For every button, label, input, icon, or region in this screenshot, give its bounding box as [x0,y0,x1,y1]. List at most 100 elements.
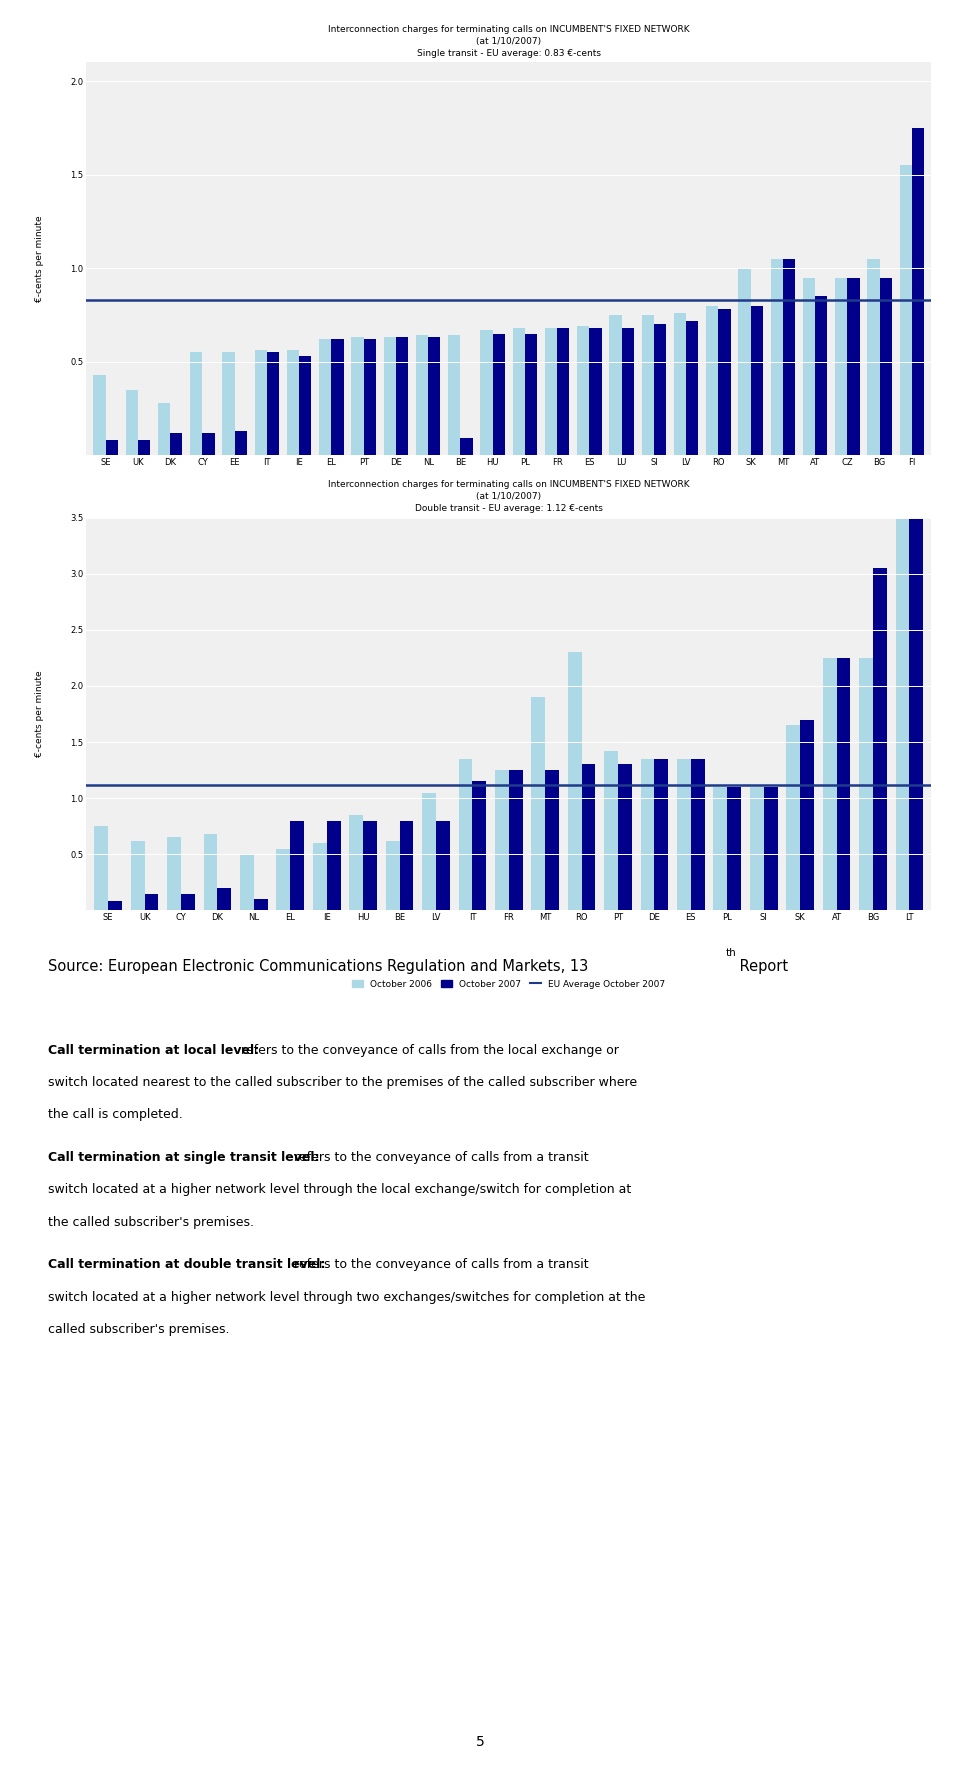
Bar [422,793,436,910]
Bar [480,330,492,455]
Bar [384,337,396,455]
Bar [900,166,912,455]
Bar [738,268,751,455]
Bar [909,518,924,910]
Bar [786,725,800,910]
Bar [823,659,836,910]
Bar [654,325,666,455]
Bar [416,336,428,455]
Y-axis label: €-cents per minute: €-cents per minute [36,216,44,302]
Text: switch located at a higher network level through the local exchange/switch for c: switch located at a higher network level… [48,1183,632,1196]
Bar [622,328,634,455]
Bar [386,841,399,910]
Bar [235,430,247,455]
Bar [287,350,300,455]
Bar [181,894,195,910]
Bar [495,769,509,910]
Bar [718,309,731,455]
Bar [545,769,559,910]
Bar [326,821,341,910]
Text: Call termination at single transit level:: Call termination at single transit level… [48,1151,320,1164]
Bar [492,334,505,455]
Bar [589,328,602,455]
Bar [655,759,668,910]
Bar [640,759,655,910]
Bar [848,277,859,455]
Bar [436,821,450,910]
Bar [912,129,924,455]
Text: 5: 5 [475,1735,485,1749]
Bar [363,821,377,910]
Bar [126,389,138,455]
Bar [349,816,363,910]
Bar [815,296,828,455]
Text: Call termination at double transit level:: Call termination at double transit level… [48,1258,325,1271]
Text: Source: European Electronic Communications Regulation and Markets, 13: Source: European Electronic Communicatio… [48,959,588,973]
Bar [93,375,106,455]
Bar [145,894,158,910]
Bar [750,787,764,910]
Bar [94,826,108,910]
Bar [803,277,815,455]
Bar [557,328,569,455]
Bar [618,764,632,910]
Bar [290,821,304,910]
Bar [448,336,461,455]
Text: switch located at a higher network level through two exchanges/switches for comp: switch located at a higher network level… [48,1291,645,1303]
Bar [254,350,267,455]
Bar [138,441,151,455]
Bar [677,759,691,910]
Bar [396,337,408,455]
Bar [867,259,879,455]
Text: the call is completed.: the call is completed. [48,1108,182,1121]
Bar [428,337,441,455]
Bar [364,339,376,455]
Bar [170,432,182,455]
Bar [686,321,698,455]
Bar [513,328,525,455]
Bar [713,787,728,910]
Bar [203,432,215,455]
Bar [751,305,763,455]
Bar [267,352,279,455]
Bar [106,441,118,455]
Bar [167,837,181,910]
Bar [545,328,557,455]
Bar [320,339,331,455]
Legend: October 2006, October 2007, EU Average October 2007: October 2006, October 2007, EU Average O… [348,976,669,992]
Text: switch located nearest to the called subscriber to the premises of the called su: switch located nearest to the called sub… [48,1076,637,1089]
Text: refers to the conveyance of calls from a transit: refers to the conveyance of calls from a… [290,1151,588,1164]
Legend: October 2006, October 2007, EU Average October 2007: October 2006, October 2007, EU Average O… [348,521,669,537]
Text: th: th [726,948,736,959]
Bar [351,337,364,455]
Text: Call termination at local level:: Call termination at local level: [48,1044,259,1057]
Bar [873,568,887,910]
Bar [525,334,538,455]
Bar [641,314,654,455]
Bar [276,848,290,910]
Bar [218,887,231,910]
Title: Interconnection charges for terminating calls on INCUMBENT'S FIXED NETWORK
(at 1: Interconnection charges for terminating … [328,25,689,57]
Bar [253,900,268,910]
Bar [204,834,218,910]
Bar [472,782,486,910]
Bar [728,787,741,910]
Bar [190,352,203,455]
Bar [300,355,311,455]
Bar [532,698,545,910]
Bar [691,759,705,910]
Title: Interconnection charges for terminating calls on INCUMBENT'S FIXED NETWORK
(at 1: Interconnection charges for terminating … [328,480,689,512]
Text: refers to the conveyance of calls from a transit: refers to the conveyance of calls from a… [290,1258,588,1271]
Bar [331,339,344,455]
Bar [764,787,778,910]
Bar [879,277,892,455]
Text: the called subscriber's premises.: the called subscriber's premises. [48,1216,254,1228]
Bar [771,259,782,455]
Bar [158,403,170,455]
Bar [313,843,326,910]
Bar [835,277,848,455]
Bar [577,327,589,455]
Bar [604,751,618,910]
Bar [800,719,814,910]
Bar [108,901,122,910]
